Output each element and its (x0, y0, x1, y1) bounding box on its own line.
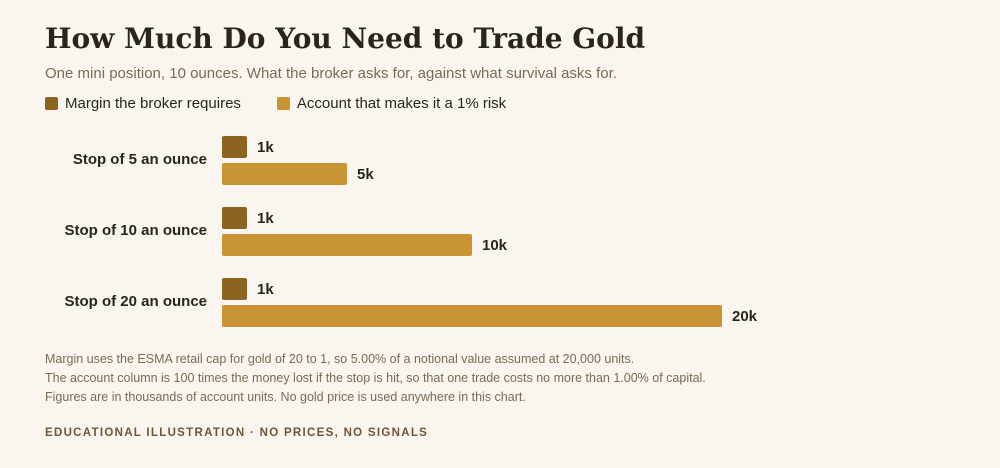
bar-value-label-account-stop-of-5-an-ounce: 5k (357, 166, 374, 183)
legend: Margin the broker requires Account that … (45, 95, 506, 112)
bar-value-label-margin-stop-of-20-an-ounce: 1k (257, 281, 274, 298)
legend-item-account: Account that makes it a 1% risk (276, 95, 507, 112)
chart-subtitle: One mini position, 10 ounces. What the b… (45, 65, 617, 82)
bar-account-stop-of-5-an-ounce (222, 163, 347, 185)
bar-value-label-account-stop-of-20-an-ounce: 20k (732, 308, 758, 325)
legend-item-margin: Margin the broker requires (45, 95, 241, 112)
chart-title: How Much Do You Need to Trade Gold (45, 22, 646, 55)
bar-margin-stop-of-10-an-ounce (222, 207, 247, 229)
legend-swatch-margin (45, 97, 58, 110)
category-label-stop-of-5-an-ounce: Stop of 5 an ounce (73, 151, 207, 168)
note-line-1: Margin uses the ESMA retail cap for gold… (45, 352, 635, 366)
bar-account-stop-of-10-an-ounce (222, 234, 472, 256)
bar-account-stop-of-20-an-ounce (222, 305, 722, 327)
bar-value-label-margin-stop-of-5-an-ounce: 1k (257, 139, 274, 156)
footer-caption: EDUCATIONAL ILLUSTRATION · NO PRICES, NO… (45, 427, 429, 439)
bar-value-label-margin-stop-of-10-an-ounce: 1k (257, 210, 274, 227)
legend-label-margin: Margin the broker requires (65, 95, 241, 112)
note-line-3: Figures are in thousands of account unit… (45, 390, 526, 404)
note-line-2: The account column is 100 times the mone… (45, 371, 706, 385)
legend-label-account: Account that makes it a 1% risk (296, 95, 507, 112)
bar-margin-stop-of-5-an-ounce (222, 136, 247, 158)
bar-value-label-account-stop-of-10-an-ounce: 10k (482, 237, 508, 254)
legend-swatch-account (276, 97, 290, 110)
bar-chart: Stop of 5 an ounce 1k 5k Stop of 10 an ounc… (64, 136, 758, 327)
chart-notes: Margin uses the ESMA retail cap for gold… (45, 350, 706, 407)
bar-margin-stop-of-20-an-ounce (222, 278, 247, 300)
category-label-stop-of-10-an-ounce: Stop of 10 an ounce (64, 222, 207, 239)
category-label-stop-of-20-an-ounce: Stop of 20 an ounce (64, 293, 207, 310)
